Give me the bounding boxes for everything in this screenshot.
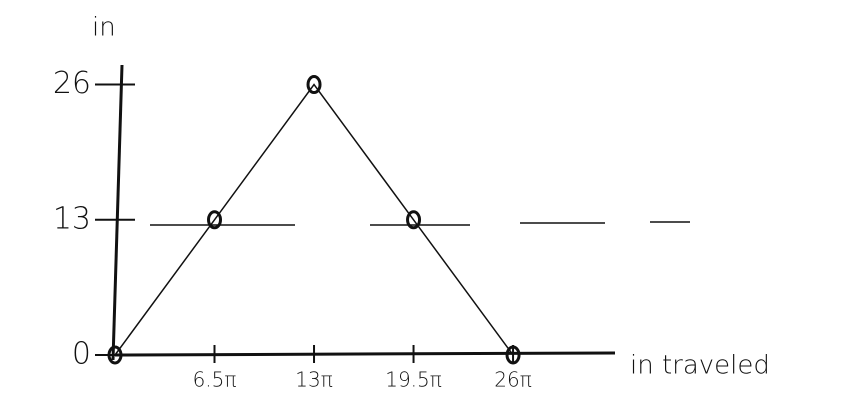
- x-axis-label: in traveled: [630, 351, 770, 381]
- x-axis: [115, 353, 615, 355]
- x-tick-label: 26π: [494, 368, 532, 392]
- chart: in in traveled 0 13 26 6.5π 13π 19.5π 26π: [0, 0, 858, 408]
- x-tick-label: 19.5π: [385, 368, 442, 392]
- y-axis-label: in: [92, 13, 116, 43]
- x-tick-label: 6.5π: [193, 368, 237, 392]
- y-tick-label: 0: [72, 337, 91, 372]
- y-tick-label: 26: [53, 66, 91, 101]
- line: [115, 85, 513, 355]
- x-tick-label: 13π: [295, 368, 333, 392]
- y-axis: [113, 65, 122, 360]
- y-tick-label: 13: [53, 201, 91, 236]
